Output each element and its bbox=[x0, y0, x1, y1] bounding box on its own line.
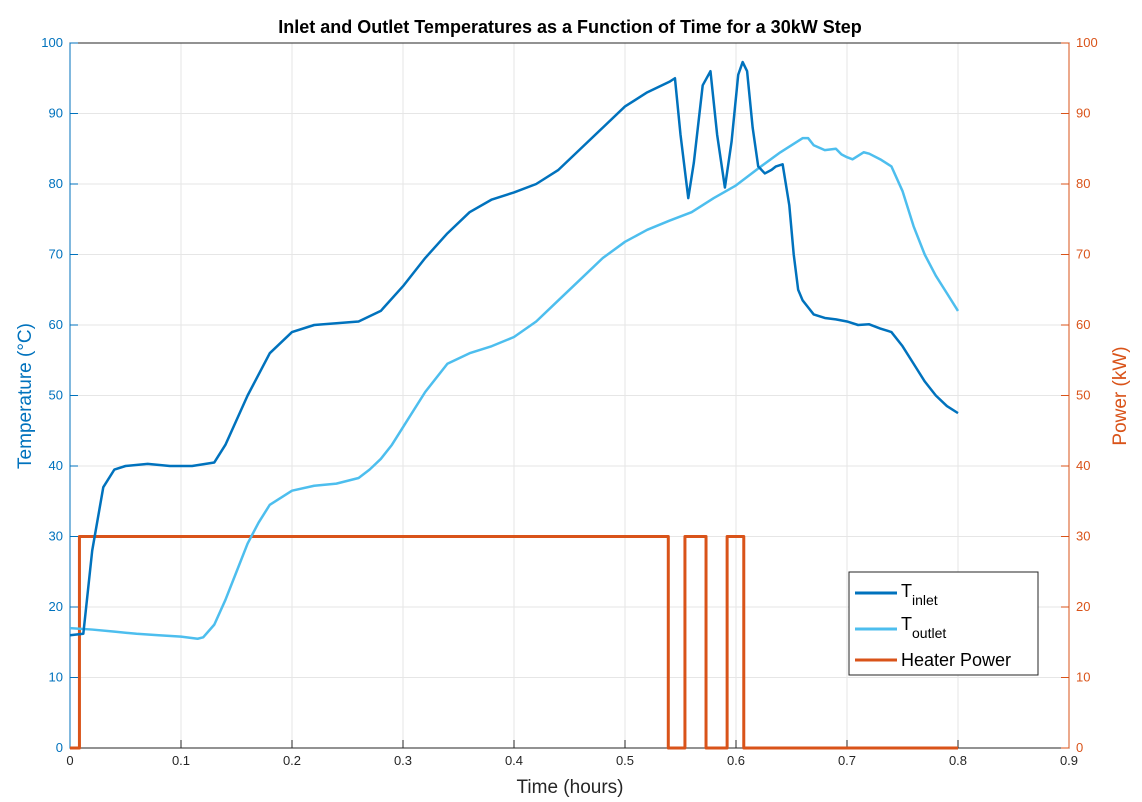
x-tick-label: 0.5 bbox=[616, 753, 634, 768]
y-left-tick-label: 60 bbox=[49, 317, 63, 332]
x-tick-label: 0.4 bbox=[505, 753, 523, 768]
legend-label-outlet-sub: outlet bbox=[912, 625, 946, 641]
chart-title: Inlet and Outlet Temperatures as a Funct… bbox=[278, 17, 861, 37]
legend-label-inlet: Tinlet bbox=[901, 581, 938, 608]
series-layer bbox=[69, 60, 960, 750]
y-right-tick-label: 10 bbox=[1076, 670, 1090, 685]
x-tick-label: 0 bbox=[66, 753, 73, 768]
y-left-tick-label: 50 bbox=[49, 388, 63, 403]
legend: Tinlet Toutlet Heater Power bbox=[848, 571, 1039, 676]
y-axis-left-title: Temperature (°C) bbox=[15, 323, 36, 469]
y-right-tick-label: 90 bbox=[1076, 106, 1090, 121]
y-axis-left: 0 10 20 30 40 50 60 70 80 90 100 bbox=[41, 35, 78, 755]
x-axis: 0 0.1 0.2 0.3 0.4 0.5 0.6 0.7 0.8 0.9 bbox=[66, 740, 1078, 768]
y-left-tick-label: 100 bbox=[41, 35, 63, 50]
y-right-tick-label: 20 bbox=[1076, 599, 1090, 614]
legend-label-power: Heater Power bbox=[901, 650, 1011, 670]
series-inlet-line bbox=[69, 60, 959, 637]
y-axis-right: 0 10 20 30 40 50 60 70 80 90 100 bbox=[1061, 35, 1098, 755]
x-tick-label: 0.2 bbox=[283, 753, 301, 768]
y-left-tick-label: 90 bbox=[49, 106, 63, 121]
y-left-tick-label: 20 bbox=[49, 599, 63, 614]
legend-box bbox=[848, 571, 1039, 676]
y-left-tick-label: 10 bbox=[49, 670, 63, 685]
x-tick-label: 0.1 bbox=[172, 753, 190, 768]
y-left-tick-label: 80 bbox=[49, 176, 63, 191]
y-right-tick-label: 100 bbox=[1076, 35, 1098, 50]
y-left-tick-label: 40 bbox=[49, 458, 63, 473]
y-right-tick-label: 80 bbox=[1076, 176, 1090, 191]
x-axis-title: Time (hours) bbox=[517, 777, 624, 798]
y-right-tick-label: 0 bbox=[1076, 740, 1083, 755]
y-left-tick-label: 30 bbox=[49, 529, 63, 544]
legend-label-inlet-sub: inlet bbox=[912, 592, 938, 608]
y-left-tick-label: 0 bbox=[56, 740, 63, 755]
legend-label-inlet-main: T bbox=[901, 581, 912, 601]
y-right-tick-label: 60 bbox=[1076, 317, 1090, 332]
y-right-tick-label: 70 bbox=[1076, 247, 1090, 262]
legend-label-outlet: Toutlet bbox=[901, 614, 946, 641]
x-tick-label: 0.6 bbox=[727, 753, 745, 768]
series-power-line bbox=[70, 535, 958, 750]
y-left-tick-label: 70 bbox=[49, 247, 63, 262]
y-right-tick-label: 40 bbox=[1076, 458, 1090, 473]
y-right-tick-label: 30 bbox=[1076, 529, 1090, 544]
x-tick-label: 0.8 bbox=[949, 753, 967, 768]
x-tick-label: 0.9 bbox=[1060, 753, 1078, 768]
x-tick-label: 0.7 bbox=[838, 753, 856, 768]
x-tick-label: 0.3 bbox=[394, 753, 412, 768]
series-outlet-line bbox=[69, 136, 960, 640]
y-axis-right-title: Power (kW) bbox=[1110, 346, 1131, 445]
y-right-tick-label: 50 bbox=[1076, 388, 1090, 403]
legend-label-outlet-main: T bbox=[901, 614, 912, 634]
